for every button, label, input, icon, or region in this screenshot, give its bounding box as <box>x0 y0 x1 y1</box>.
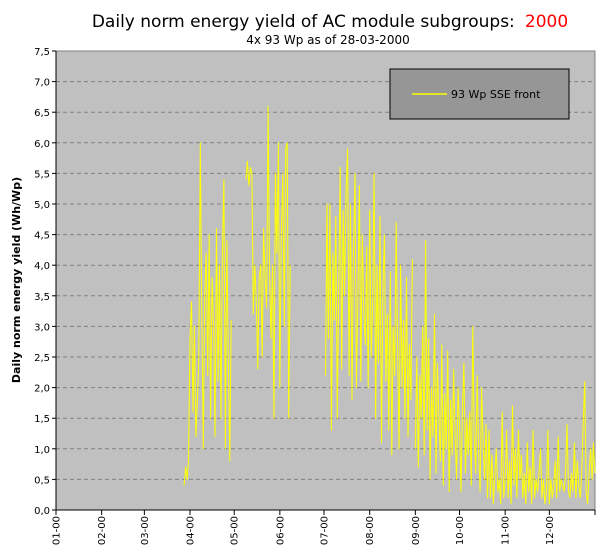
x-tick-label: 04-00 <box>186 516 197 545</box>
x-tick-label: 05-00 <box>230 516 241 545</box>
x-tick-labels: 01-00 02-00 03-00 04-00 05-00 06-00 07-00 08-00… <box>52 516 556 545</box>
x-tick-label: 01-00 <box>52 516 63 545</box>
y-tick-label: 0,5 <box>34 475 50 486</box>
series-line <box>245 105 291 419</box>
x-tick-label: 06-00 <box>275 516 286 545</box>
series-line <box>325 148 413 456</box>
chart-subtitle: 4x 93 Wp as of 28-03-2000 <box>246 33 409 47</box>
y-tick-label: 1,5 <box>34 414 50 425</box>
y-tick-labels: 0,0 0,5 1,0 1,5 2,0 2,5 3,0 3,5 4,0 4,5 5,0 5,5 6,0 6… <box>34 47 50 517</box>
y-tick-label: 1,0 <box>34 445 50 456</box>
series-line <box>414 240 596 505</box>
x-tick-label: 09-00 <box>411 516 422 545</box>
plot-area <box>55 50 596 511</box>
x-tick-label: 02-00 <box>97 516 108 545</box>
y-tick-label: 7,0 <box>34 78 50 89</box>
chart-title-year: 2000 <box>525 12 568 32</box>
chart-title: Daily norm energy yield of AC module sub… <box>92 12 568 32</box>
legend-label: 93 Wp SSE front <box>451 88 541 101</box>
y-tick-label: 2,5 <box>34 353 50 364</box>
y-tick-label: 6,5 <box>34 108 50 119</box>
x-tick-label: 11-00 <box>501 516 512 545</box>
y-tick-label: 7,5 <box>34 47 50 58</box>
series-line <box>183 142 232 486</box>
y-tick-label: 5,5 <box>34 169 50 180</box>
x-tick-label: 03-00 <box>140 516 151 545</box>
y-tick-label: 2,0 <box>34 384 50 395</box>
y-tick-label: 3,5 <box>34 292 50 303</box>
axes <box>52 50 596 515</box>
y-tick-label: 0,0 <box>34 506 50 517</box>
legend: 93 Wp SSE front <box>389 68 570 120</box>
y-tick-label: 4,0 <box>34 261 50 272</box>
y-tick-label: 4,5 <box>34 231 50 242</box>
y-tick-label: 6,0 <box>34 139 50 150</box>
x-tick-label: 12-00 <box>545 516 556 545</box>
series-layer <box>183 105 596 505</box>
y-tick-label: 5,0 <box>34 200 50 211</box>
y-tick-label: 3,0 <box>34 322 50 333</box>
x-tick-label: 10-00 <box>455 516 466 545</box>
x-tick-label: 07-00 <box>320 516 331 545</box>
x-tick-label: 08-00 <box>365 516 376 545</box>
y-axis-title: Daily norm energy yield (Wh/Wp) <box>10 177 23 383</box>
